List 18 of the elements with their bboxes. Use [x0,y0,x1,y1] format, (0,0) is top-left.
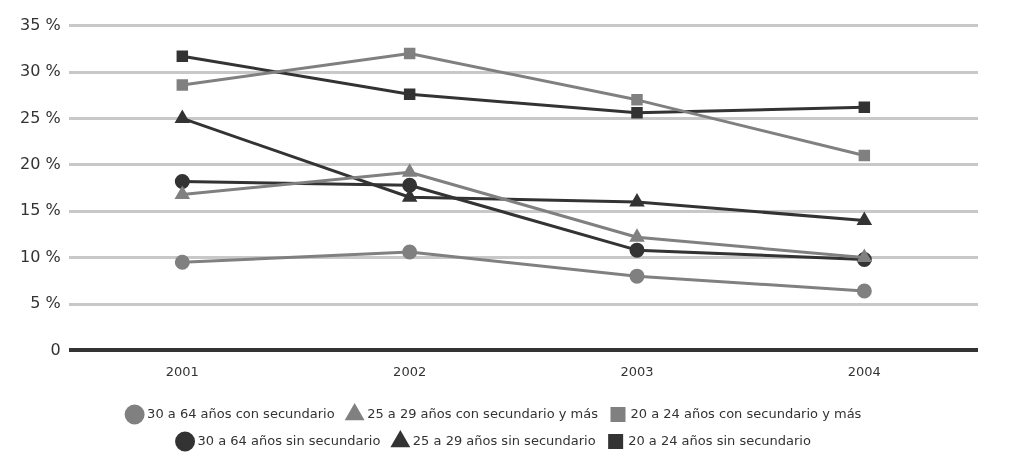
y-tick-label: 0 [50,339,61,359]
legend-label: 30 a 64 años con secundario [147,405,335,421]
y-tick-label: 15 % [19,200,61,220]
y-tick-label: 35 % [19,14,61,34]
y-tick-label: 25 % [19,107,61,127]
legend-label: 30 a 64 años sin secundario [197,432,381,448]
x-tick-label: 2004 [847,363,881,379]
x-tick-label: 2001 [165,363,199,379]
y-tick-label: 20 % [19,153,61,173]
y-tick-label: 30 % [19,61,61,81]
legend-label: 20 a 24 años sin secundario [628,432,811,448]
x-tick-label: 2002 [393,363,427,379]
y-tick-label: 5 % [30,293,61,313]
legend-label: 25 a 29 años sin secundario [412,432,596,448]
legend-label: 25 a 29 años con secundario y más [367,405,599,421]
y-tick-label: 10 % [19,246,61,266]
legend-label: 20 a 24 años con secundario y más [630,405,862,421]
x-tick-label: 2003 [620,363,654,379]
